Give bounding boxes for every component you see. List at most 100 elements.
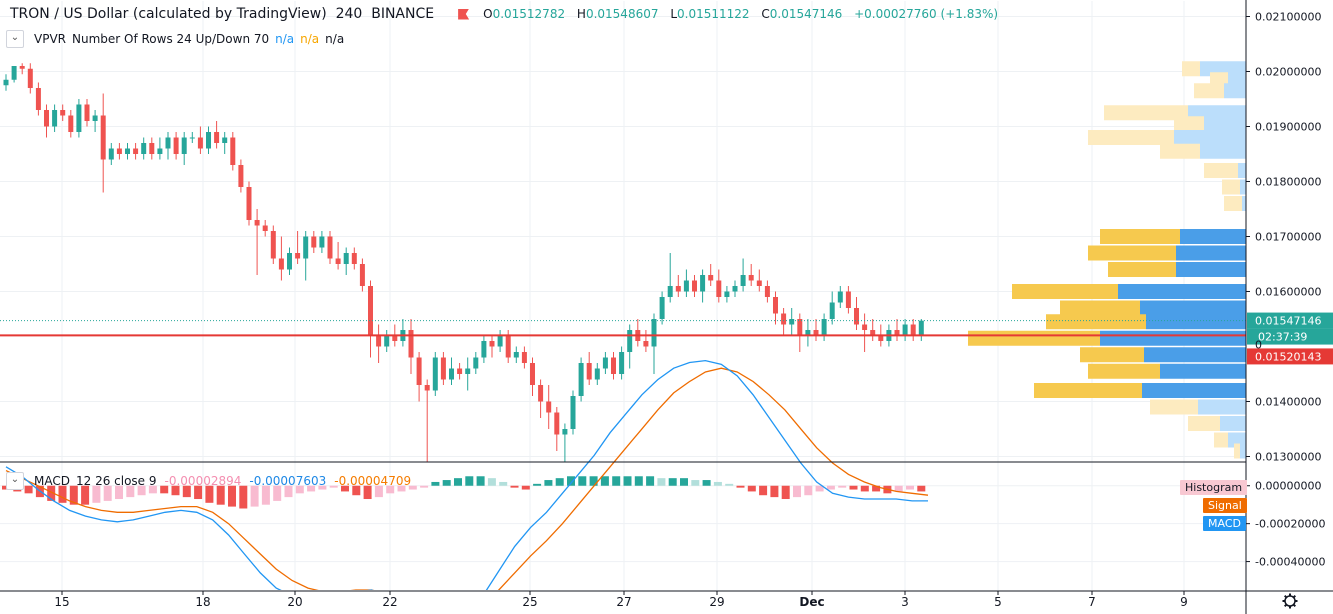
- candle-body: [206, 132, 211, 149]
- volume-profile-down-bar: [1060, 300, 1140, 316]
- candle-body: [513, 352, 519, 358]
- price-tick-label: 0.02100000: [1255, 11, 1321, 24]
- candle-body: [570, 396, 576, 429]
- candle-body: [918, 320, 924, 336]
- candle-body: [457, 368, 463, 374]
- candle-body: [611, 357, 616, 374]
- macd-histogram-bar: [713, 481, 722, 486]
- macd-histogram-bar: [533, 483, 542, 486]
- time-tick-label: 18: [195, 595, 210, 609]
- volume-profile-up-bar: [1240, 179, 1246, 195]
- macd-histogram-bar: [115, 485, 123, 500]
- candle-body: [894, 330, 900, 336]
- macd-signal-value: -0.00004709: [334, 474, 412, 488]
- candle-body: [845, 291, 851, 308]
- candle-body: [376, 335, 382, 347]
- volume-profile-up-bar: [1100, 330, 1246, 346]
- candle-body: [667, 286, 673, 297]
- candle-body: [92, 115, 98, 121]
- candle-body: [287, 253, 292, 270]
- candle-body: [254, 220, 260, 226]
- symbol-title[interactable]: TRON / US Dollar (calculated by TradingV…: [10, 6, 435, 22]
- candle-body: [319, 236, 325, 248]
- volume-profile-down-bar: [1214, 432, 1228, 448]
- price-tick-label: 0.01400000: [1255, 396, 1321, 409]
- low-value: 0.01511122: [677, 7, 750, 21]
- macd-histogram-bar: [374, 485, 383, 498]
- macd-tick-label: -0.00040000: [1255, 556, 1325, 569]
- macd-histogram-bar: [600, 476, 609, 486]
- candle-body: [351, 253, 357, 264]
- macd-histogram-bar: [668, 478, 677, 486]
- volume-profile-down-bar: [1108, 262, 1176, 277]
- volume-profile-down-bar: [1100, 229, 1180, 244]
- candle-body: [465, 368, 471, 374]
- signal-tag: Signal: [1203, 498, 1247, 513]
- candle-body: [230, 137, 236, 165]
- volume-profile-down-bar: [1174, 116, 1204, 132]
- chevron-down-icon[interactable]: ⌄: [6, 30, 24, 48]
- vpvr-label[interactable]: VPVR: [34, 32, 66, 46]
- macd-histogram-bar: [171, 485, 180, 496]
- vpvr-na-2: n/a: [300, 32, 320, 46]
- macd-histogram-bar: [815, 485, 824, 492]
- volume-profile-up-bar: [1174, 130, 1246, 145]
- volume-profile-up-bar: [1224, 83, 1246, 99]
- line-price-label: 0.01520143: [1255, 350, 1321, 363]
- candle-body: [335, 258, 341, 264]
- candle-body: [862, 324, 868, 330]
- candle-body: [44, 110, 49, 127]
- candle-body: [133, 148, 139, 154]
- volume-profile-down-bar: [1204, 163, 1238, 178]
- volume-profile-up-bar: [1198, 399, 1246, 415]
- volume-profile-up-bar: [1204, 116, 1246, 132]
- volume-profile-up-bar: [1176, 245, 1246, 261]
- candle-body: [189, 137, 195, 139]
- candle-body: [692, 280, 697, 292]
- gear-icon[interactable]: [1282, 593, 1298, 609]
- macd-histogram-bar: [702, 480, 711, 486]
- candle-body: [278, 258, 284, 270]
- flag-icon[interactable]: [458, 8, 470, 20]
- macd-label[interactable]: MACD: [34, 474, 70, 488]
- price-axis-bg: [1246, 0, 1333, 614]
- time-tick-label: 22: [382, 595, 397, 609]
- top-edge: [0, 0, 1246, 1]
- candle-body: [84, 104, 90, 121]
- volume-profile-down-bar: [1182, 61, 1200, 77]
- change-value: +0.00027760 (+1.83%): [854, 7, 999, 21]
- candle-body: [521, 352, 527, 363]
- time-tick-label: 9: [1180, 595, 1188, 609]
- countdown-tag: [1247, 328, 1333, 345]
- candle-body: [238, 165, 244, 187]
- macd-histogram-bar: [521, 485, 530, 490]
- macd-line-value: -0.00007603: [249, 474, 327, 488]
- time-tick-label: 15: [54, 595, 69, 609]
- volume-profile-down-bar: [1188, 416, 1220, 431]
- macd-histogram-bar: [680, 478, 688, 486]
- candle-body: [878, 335, 884, 341]
- volume-profile-down-bar: [968, 330, 1100, 346]
- candle-body: [489, 341, 495, 347]
- candle-body: [643, 341, 649, 347]
- macd-histogram-bar: [228, 485, 236, 507]
- macd-histogram-bar: [182, 485, 191, 498]
- macd-histogram-bar: [216, 485, 225, 505]
- candle-body: [538, 385, 544, 402]
- candle-body: [60, 110, 66, 116]
- volume-profile-up-bar: [1144, 347, 1246, 363]
- grid: [0, 0, 1246, 590]
- macd-histogram-bar: [544, 480, 553, 486]
- candle-body: [497, 335, 503, 347]
- candle-body: [424, 385, 430, 391]
- vpvr-na-1: n/a: [275, 32, 295, 46]
- candle-body: [562, 429, 568, 435]
- chevron-down-icon[interactable]: ⌄: [6, 472, 24, 490]
- macd-histogram-bar: [917, 485, 926, 492]
- macd-histogram-bar: [205, 485, 214, 503]
- volume-profile-up-bar: [1142, 383, 1246, 398]
- macd-histogram-bar: [793, 485, 801, 498]
- volume-profile-down-bar: [1012, 284, 1118, 299]
- macd-histogram-bar: [352, 485, 361, 496]
